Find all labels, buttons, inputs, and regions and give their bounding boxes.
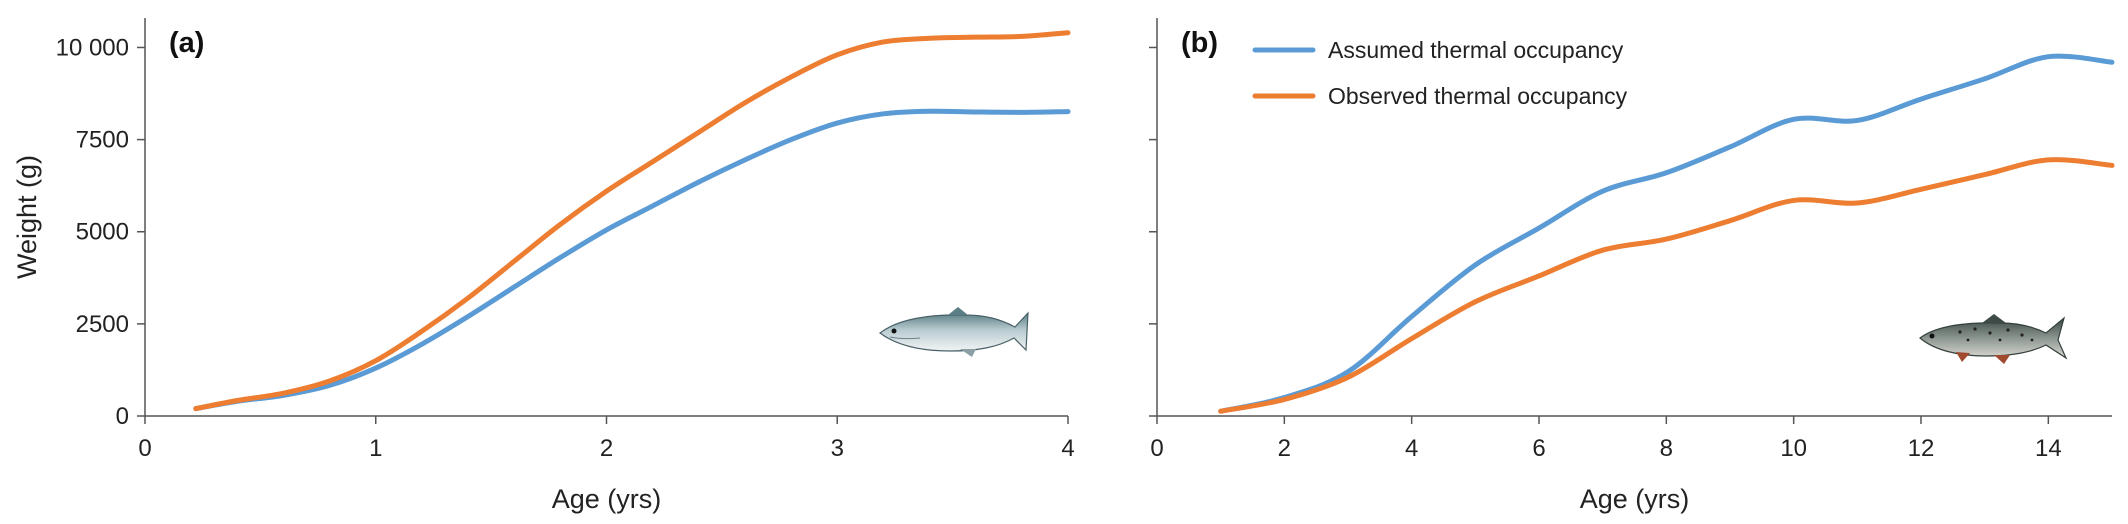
panel-b: 0 2 4 6 8 10 12 14 Age (yrs) (b) Assumed thermal o… (1149, 18, 2115, 514)
x-tick-label: 4 (1405, 435, 1418, 462)
x-tick-label: 3 (831, 435, 844, 462)
y-tick-label: 10 000 (56, 34, 129, 61)
y-tick-label: 0 (116, 403, 129, 430)
x-tick-label: 8 (1660, 435, 1673, 462)
y-tick-label: 7500 (76, 127, 129, 154)
series-line-assumed-b (1218, 53, 2115, 414)
x-tick-label: 14 (2035, 435, 2062, 462)
x-tick-label: 0 (1150, 435, 1163, 462)
panel-label-a: (a) (169, 27, 204, 59)
trout-icon (1919, 314, 2068, 364)
x-tick-label: 0 (138, 435, 151, 462)
legend-label-assumed: Assumed thermal occupancy (1328, 37, 1624, 63)
series-line-observed-a (193, 30, 1071, 412)
legend-item-observed: Observed thermal occupancy (1252, 83, 1628, 109)
legend-label-observed: Observed thermal occupancy (1328, 83, 1628, 109)
x-tick-label: 4 (1061, 435, 1074, 462)
panel-label-b: (b) (1181, 27, 1218, 59)
panel-a: 0 2500 5000 7500 10 000 0 1 2 3 4 Age (yrs) Weight … (12, 18, 1075, 514)
y-tick-label: 2500 (76, 311, 129, 338)
legend-item-assumed: Assumed thermal occupancy (1252, 37, 1624, 63)
x-tick-label: 10 (1780, 435, 1807, 462)
x-axis-label-a: Age (yrs) (552, 484, 662, 514)
salmon-icon (879, 307, 1029, 357)
x-tick-label: 6 (1532, 435, 1545, 462)
x-axis-label-b: Age (yrs) (1580, 484, 1690, 514)
y-axis-label: Weight (g) (12, 155, 42, 279)
series-line-assumed-a (193, 108, 1071, 412)
series-line-observed-b (1218, 157, 2115, 414)
x-tick-label: 1 (369, 435, 382, 462)
y-tick-label: 5000 (76, 219, 129, 246)
x-tick-label: 12 (1908, 435, 1935, 462)
x-tick-label: 2 (600, 435, 613, 462)
x-tick-label: 2 (1278, 435, 1291, 462)
